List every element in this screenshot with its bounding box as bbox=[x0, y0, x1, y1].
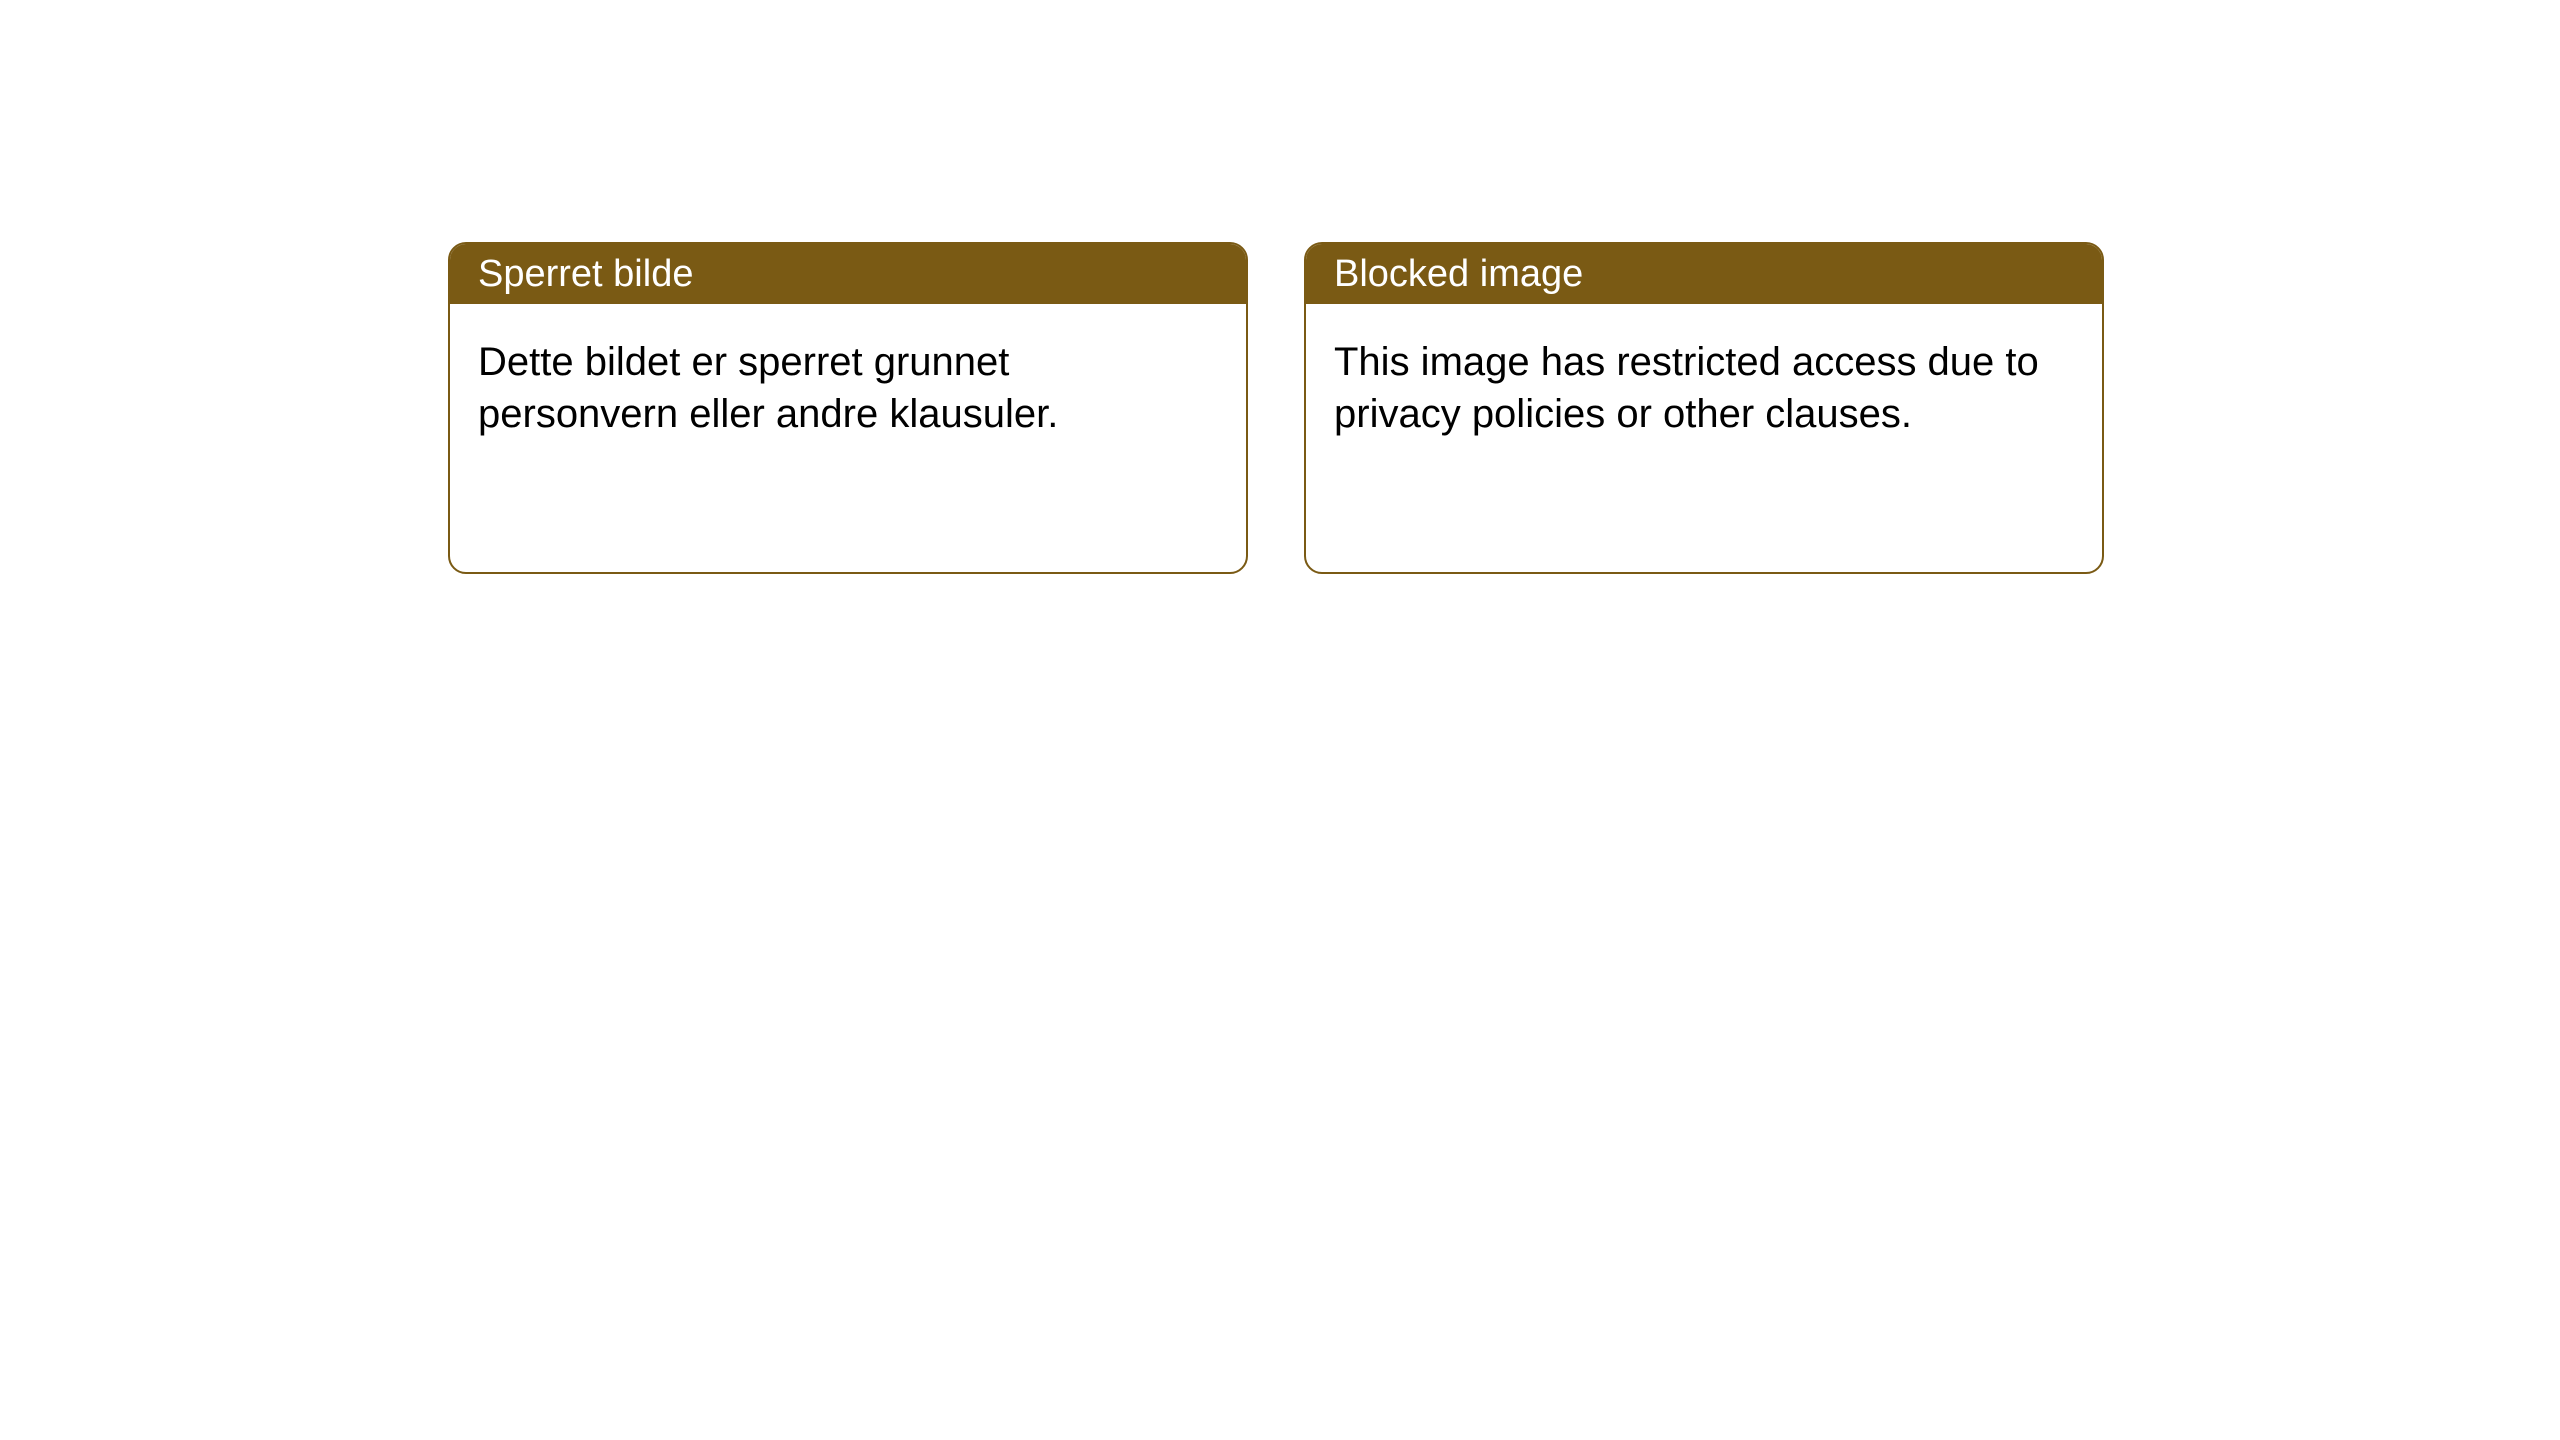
notice-body-english: This image has restricted access due to … bbox=[1306, 304, 2102, 472]
notice-container: Sperret bilde Dette bildet er sperret gr… bbox=[448, 242, 2104, 574]
notice-title-norwegian: Sperret bilde bbox=[478, 253, 693, 296]
notice-card-english: Blocked image This image has restricted … bbox=[1304, 242, 2104, 574]
notice-header-norwegian: Sperret bilde bbox=[450, 244, 1246, 304]
notice-card-norwegian: Sperret bilde Dette bildet er sperret gr… bbox=[448, 242, 1248, 574]
notice-title-english: Blocked image bbox=[1334, 253, 1583, 296]
notice-text-english: This image has restricted access due to … bbox=[1334, 340, 2039, 436]
notice-text-norwegian: Dette bildet er sperret grunnet personve… bbox=[478, 340, 1058, 436]
notice-body-norwegian: Dette bildet er sperret grunnet personve… bbox=[450, 304, 1246, 472]
notice-header-english: Blocked image bbox=[1306, 244, 2102, 304]
